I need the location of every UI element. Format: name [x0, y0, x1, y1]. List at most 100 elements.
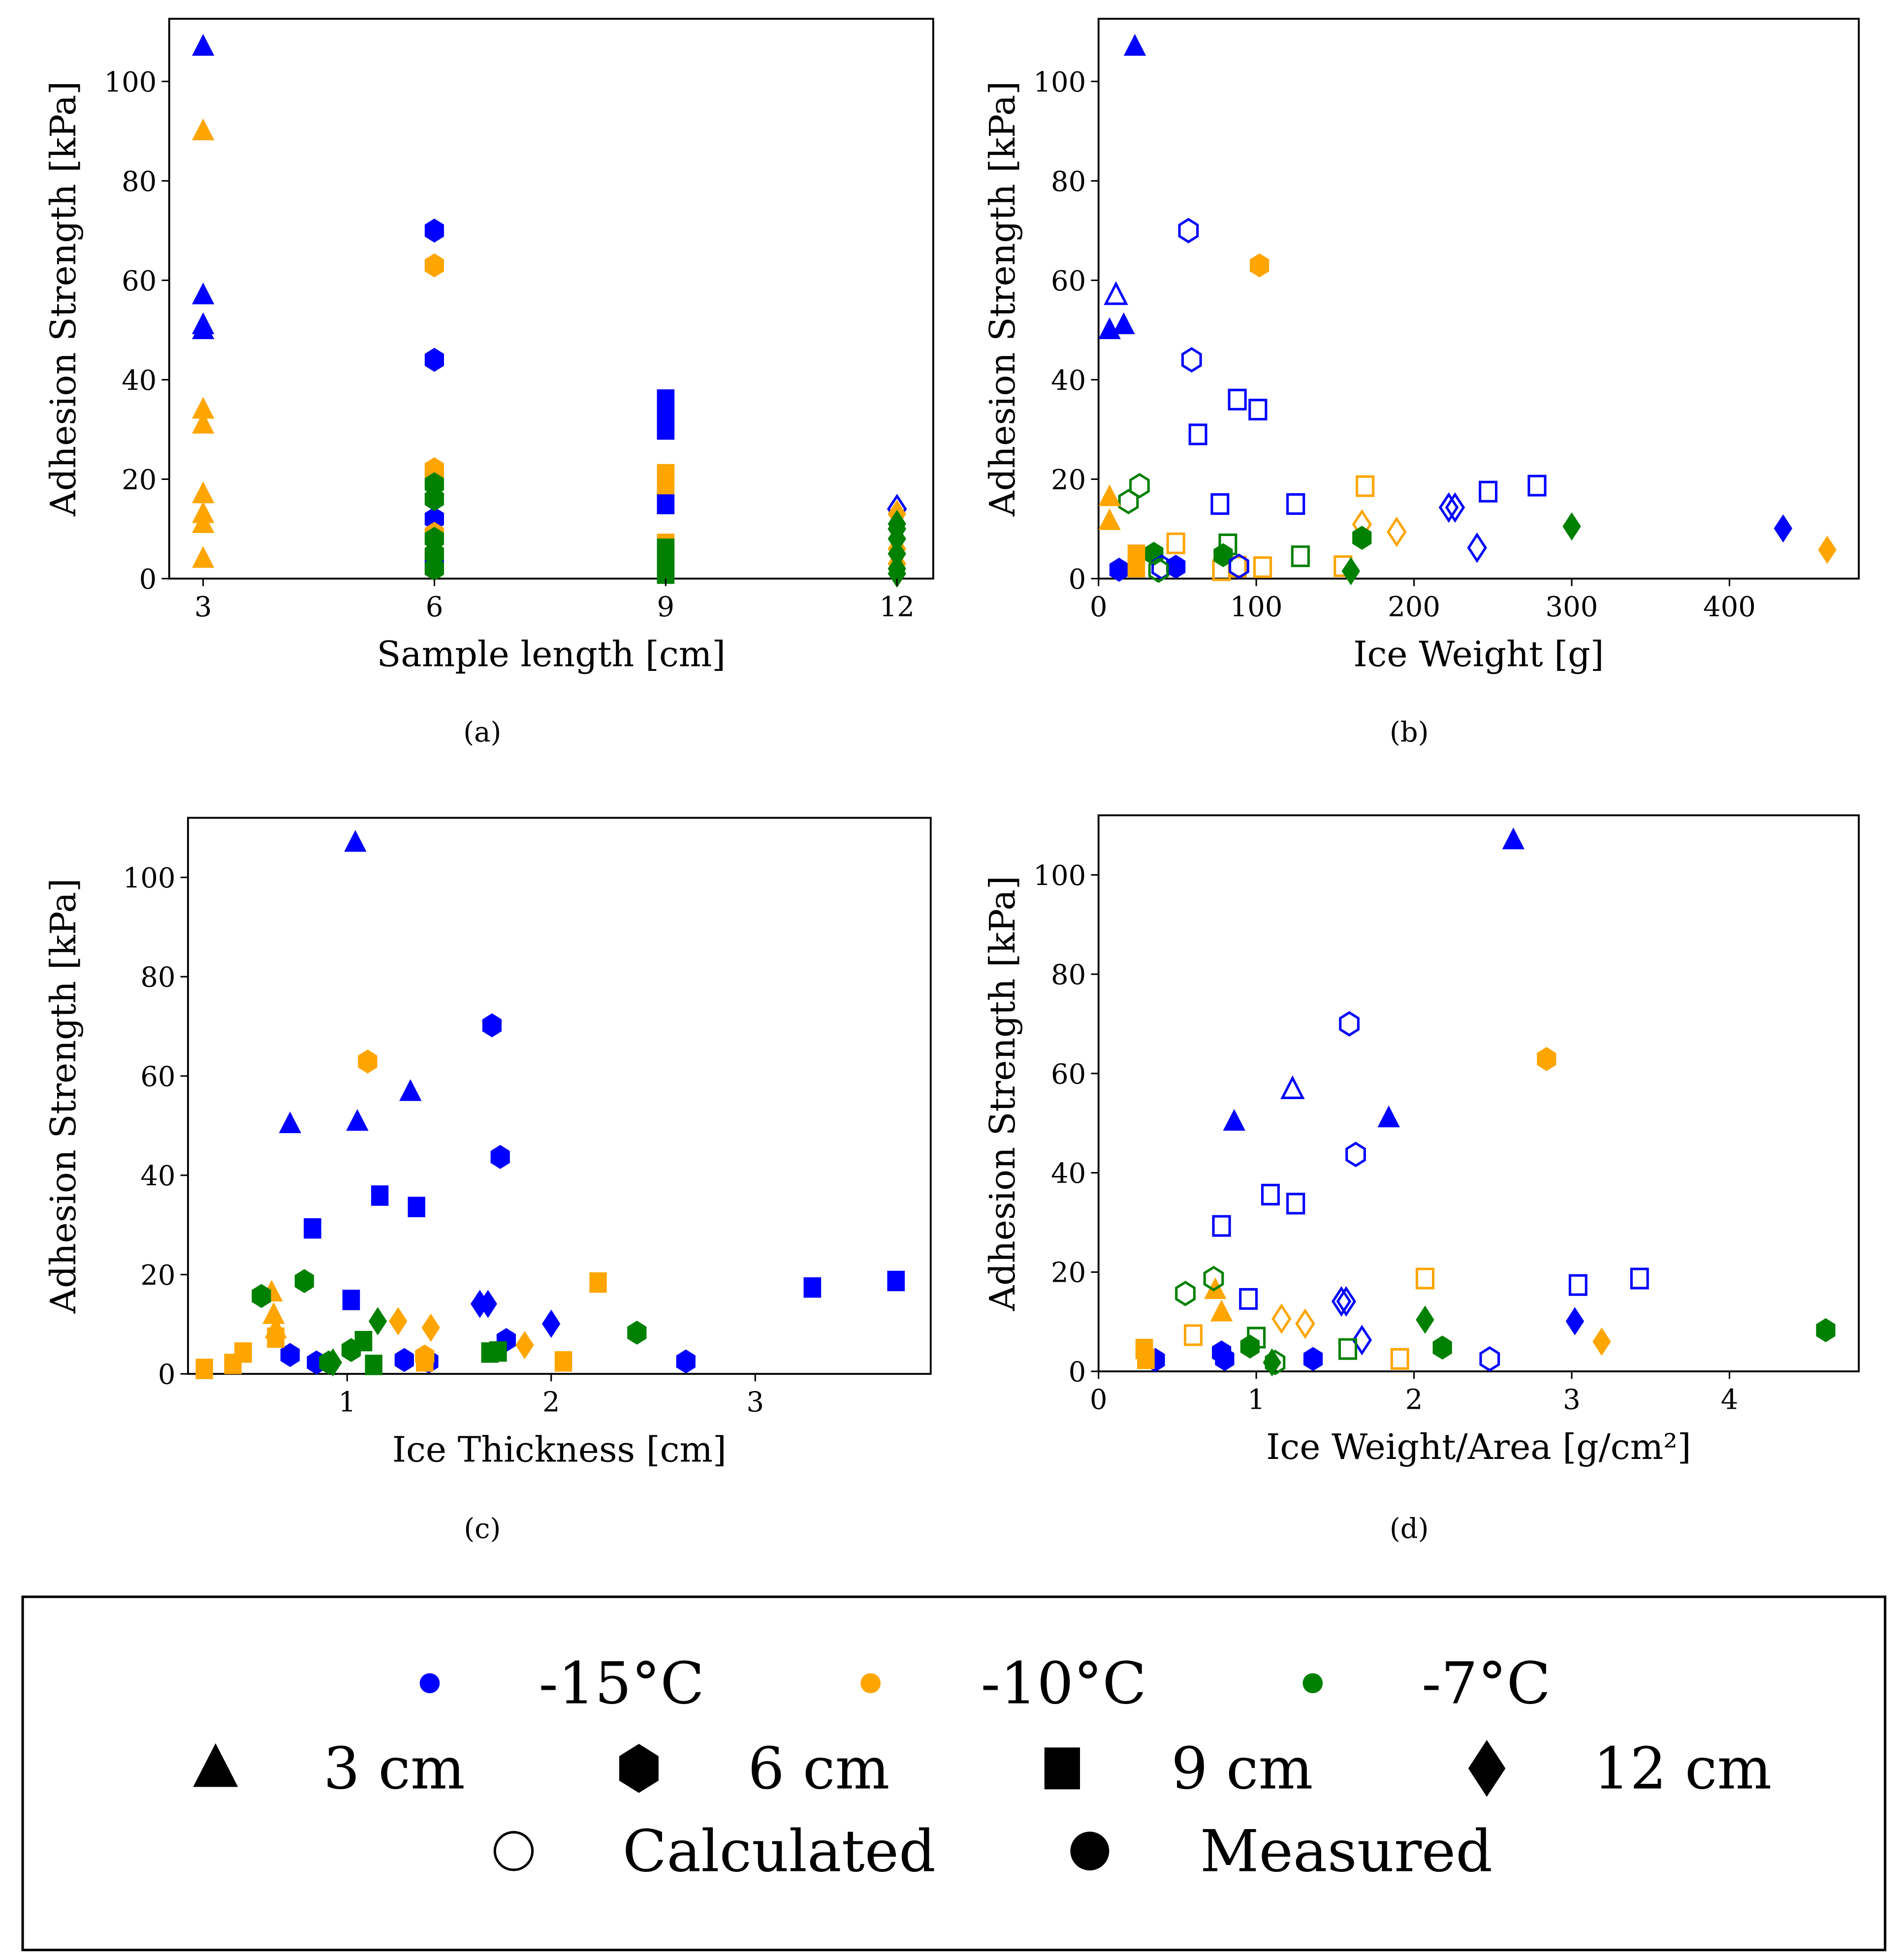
- data-point-square-calculated: [1286, 1193, 1305, 1215]
- legend-triangle-icon: [193, 1743, 238, 1787]
- data-point-square-calculated: [1239, 1288, 1258, 1310]
- legend-entry-method: Measured: [1070, 1817, 1492, 1885]
- data-point-square-measured: [657, 563, 675, 584]
- y-tick-label: 0: [1069, 1356, 1086, 1388]
- legend-label: Measured: [1200, 1817, 1492, 1885]
- data-point-hexagon-calculated: [1203, 1265, 1224, 1292]
- data-point-hexagon-measured: [482, 1013, 502, 1038]
- data-point-hexagon-measured: [627, 1321, 647, 1345]
- x-tick-label: 9: [657, 591, 675, 623]
- legend-entry-temperature: -7°C: [1302, 1649, 1551, 1717]
- data-point-square-measured: [195, 1359, 213, 1379]
- data-point-triangle-measured: [399, 1079, 422, 1101]
- x-tick-label: 1: [1247, 1384, 1265, 1416]
- data-point-diamond-measured: [888, 559, 906, 588]
- data-point-hexagon-measured: [1816, 1318, 1836, 1342]
- legend-dot-icon: [419, 1673, 440, 1694]
- x-tick-label: 400: [1703, 591, 1756, 623]
- y-axis-label: Adhesion Strength [kPa]: [982, 81, 1023, 517]
- y-tick-label: 60: [1051, 265, 1086, 297]
- data-point-diamond-measured: [1416, 1305, 1434, 1334]
- x-tick-label: 1: [338, 1387, 356, 1419]
- data-point-hexagon-calculated: [1178, 218, 1199, 244]
- data-point-triangle-measured: [1112, 312, 1135, 334]
- plot-frame: [1097, 18, 1860, 580]
- y-tick-label: 0: [1069, 564, 1086, 596]
- y-tick-label: 40: [122, 365, 157, 397]
- data-point-hexagon-calculated: [1148, 557, 1169, 583]
- data-point-triangle-calculated: [1280, 1075, 1305, 1099]
- data-point-hexagon-measured: [294, 1269, 314, 1294]
- data-point-square-measured: [489, 1341, 507, 1362]
- data-point-diamond-calculated: [1445, 492, 1465, 523]
- data-point-square-measured: [554, 1351, 572, 1372]
- data-point-square-measured: [408, 1197, 425, 1217]
- data-point-square-measured: [657, 474, 675, 495]
- y-tick-label: 60: [1051, 1058, 1086, 1090]
- y-tick-label: 40: [1051, 1158, 1086, 1190]
- x-tick-label: 6: [426, 591, 444, 623]
- legend-entry-temperature: -10°C: [860, 1649, 1146, 1717]
- data-point-triangle-measured: [192, 317, 215, 340]
- data-point-diamond-calculated: [1352, 1325, 1372, 1356]
- data-point-triangle-measured: [192, 546, 215, 568]
- data-point-hexagon-measured: [424, 487, 444, 511]
- data-point-triangle-measured: [346, 1109, 369, 1131]
- data-points: [1098, 33, 1837, 586]
- data-points: [1135, 827, 1836, 1377]
- legend-frame: [21, 1595, 1887, 1952]
- data-point-diamond-measured: [1565, 1307, 1585, 1335]
- data-point-diamond-measured: [421, 1313, 440, 1342]
- y-tick-label: 40: [140, 1160, 175, 1192]
- data-points: [195, 830, 905, 1379]
- data-point-square-calculated: [1212, 1215, 1231, 1237]
- data-point-triangle-calculated: [1104, 281, 1128, 305]
- data-point-hexagon-measured: [424, 219, 444, 243]
- data-point-hexagon-measured: [1109, 558, 1129, 582]
- y-tick-label: 80: [122, 166, 157, 198]
- x-axis-label: Ice Weight/Area [g/cm²]: [1266, 1426, 1691, 1467]
- data-point-diamond-measured: [515, 1331, 534, 1359]
- y-tick-label: 0: [158, 1359, 176, 1391]
- data-point-square-calculated: [1527, 474, 1547, 497]
- x-tick-label: 2: [1405, 1384, 1423, 1416]
- y-tick-label: 80: [140, 962, 175, 994]
- data-point-diamond-calculated: [1387, 516, 1407, 547]
- data-point-diamond-measured: [323, 1348, 342, 1377]
- legend-label: -7°C: [1422, 1649, 1551, 1717]
- x-axis-label: Ice Thickness [cm]: [392, 1429, 727, 1470]
- data-point-hexagon-measured: [1250, 253, 1269, 278]
- y-axis-label: Adhesion Strength [kPa]: [982, 876, 1023, 1311]
- legend-dot-icon: [1302, 1673, 1323, 1694]
- data-point-hexagon-measured: [424, 348, 444, 372]
- data-point-triangle-measured: [1098, 508, 1121, 530]
- chart-panel-a: 3 6 9 12 0 20 40 60 80 100 Sample length [cm] Adhes…: [43, 18, 934, 748]
- legend-open-circle-icon: [493, 1831, 534, 1871]
- chart-panel-c: 1 2 3 0 20 40 60 80 100 Ice Thickness [cm] Adhesio…: [43, 817, 932, 1545]
- data-point-hexagon-calculated: [1181, 347, 1202, 373]
- data-point-hexagon-measured: [1215, 1347, 1235, 1371]
- x-tick-label: 3: [1563, 1384, 1581, 1416]
- data-point-diamond-calculated: [1295, 1308, 1315, 1339]
- data-point-diamond-measured: [541, 1309, 561, 1338]
- legend-label: 3 cm: [323, 1735, 465, 1802]
- data-point-triangle-measured: [192, 33, 215, 56]
- legend-diamond-icon: [1468, 1739, 1506, 1797]
- legend-hexagon-icon: [619, 1743, 659, 1793]
- data-point-hexagon-measured: [424, 253, 444, 278]
- y-tick-label: 80: [1051, 959, 1086, 991]
- legend-entry-length: 9 cm: [1044, 1735, 1313, 1802]
- data-point-square-measured: [354, 1330, 373, 1352]
- data-point-square-measured: [365, 1355, 382, 1375]
- data-point-hexagon-measured: [394, 1348, 414, 1372]
- data-point-square-calculated: [1630, 1267, 1649, 1290]
- data-point-square-calculated: [1338, 1338, 1358, 1360]
- y-tick-label: 20: [1051, 1257, 1086, 1289]
- data-point-triangle-measured: [344, 830, 367, 852]
- data-point-diamond-measured: [368, 1307, 387, 1335]
- data-points: [192, 33, 907, 588]
- y-tick-label: 80: [1051, 166, 1086, 198]
- data-point-triangle-measured: [1123, 33, 1146, 56]
- data-point-hexagon-measured: [358, 1049, 378, 1074]
- data-point-hexagon-measured: [1352, 526, 1372, 550]
